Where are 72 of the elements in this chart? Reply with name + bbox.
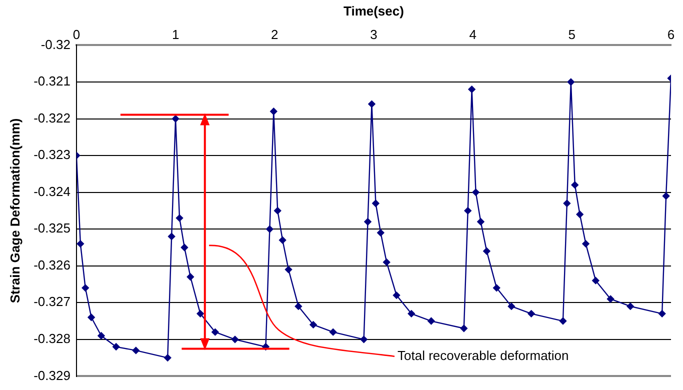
point: [196, 310, 204, 318]
point: [377, 229, 384, 236]
annotation: Total recoverable deformation: [398, 348, 569, 363]
y-tick-label: -0.323: [34, 147, 70, 162]
point: [266, 225, 274, 233]
point: [592, 276, 600, 284]
y-tick-label: -0.324: [34, 184, 70, 199]
point: [180, 244, 188, 252]
point: [231, 336, 239, 344]
x-tick-label: 6: [667, 26, 675, 42]
point: [662, 192, 670, 200]
point: [464, 207, 472, 214]
point: [576, 210, 584, 218]
point: [477, 218, 484, 226]
x-tick-label: 5: [568, 26, 576, 42]
point: [383, 258, 390, 266]
point: [571, 181, 578, 189]
point: [310, 321, 317, 328]
point: [528, 310, 535, 318]
y-tick-label: -0.321: [34, 74, 70, 89]
point: [563, 200, 571, 207]
point: [372, 200, 380, 207]
point: [330, 328, 337, 336]
y-tick-label: -0.328: [34, 331, 70, 346]
point: [270, 108, 278, 115]
point: [112, 343, 120, 350]
x-tick-label: 2: [271, 26, 278, 42]
y-tick-label: -0.32: [40, 36, 70, 52]
point: [82, 284, 89, 292]
point: [626, 302, 634, 310]
point: [186, 273, 194, 280]
point: [294, 302, 302, 310]
point: [88, 314, 95, 321]
point: [212, 328, 219, 336]
point: [606, 295, 614, 303]
point: [368, 100, 376, 108]
y-axis-title: Strain Gage Deformation(mm): [7, 118, 22, 304]
point: [132, 346, 140, 354]
point: [172, 115, 180, 122]
point: [408, 310, 415, 318]
x-tick-label: 0: [72, 26, 80, 42]
point: [493, 284, 500, 292]
point: [460, 324, 468, 332]
point: [582, 240, 590, 248]
point: [392, 292, 400, 299]
point: [176, 214, 184, 222]
y-tick-label: -0.326: [34, 257, 70, 272]
point: [168, 232, 176, 240]
point: [364, 218, 372, 226]
point: [428, 317, 435, 325]
point: [164, 354, 172, 362]
y-tick-label: -0.327: [34, 294, 70, 310]
point: [567, 78, 575, 86]
point: [658, 310, 666, 318]
point: [284, 266, 292, 274]
y-tick-label: -0.325: [34, 220, 70, 236]
y-tick-label: -0.329: [34, 368, 70, 383]
point: [483, 248, 490, 255]
point: [468, 86, 476, 93]
x-tick-label: 4: [469, 26, 476, 42]
point: [472, 188, 480, 196]
x-axis-title: Time(sec): [343, 3, 404, 18]
point: [278, 236, 286, 244]
point: [508, 302, 516, 310]
y-tick-label: -0.322: [34, 110, 70, 126]
x-tick-label: 3: [370, 26, 378, 42]
point: [559, 317, 567, 325]
point: [76, 240, 84, 248]
point: [98, 332, 105, 340]
point: [274, 207, 282, 214]
x-tick-label: 1: [172, 26, 180, 42]
point: [360, 336, 368, 344]
